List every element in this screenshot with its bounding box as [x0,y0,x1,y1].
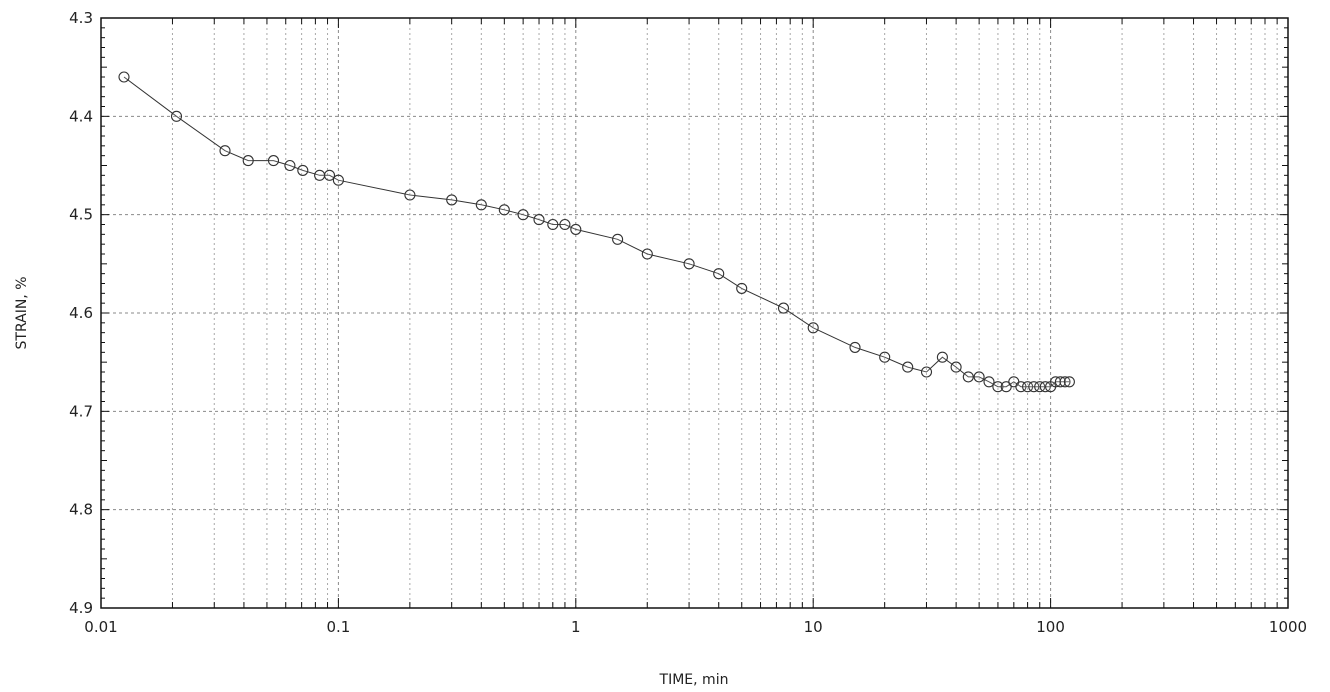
y-tick-label: 4.9 [69,599,93,617]
data-point [641,248,653,260]
x-tick-label: 0.01 [84,618,117,636]
data-point [736,282,748,294]
y-axis-title: STRAIN, % [14,277,30,350]
data-point [777,302,790,314]
data-point [973,371,985,383]
data-point [559,218,571,231]
data-point [404,189,416,201]
data-point [992,381,1004,393]
x-tick-label: 100 [1036,618,1065,636]
data-point [242,155,254,167]
data-point [1028,381,1040,393]
x-tick-label: 0.1 [326,618,350,636]
data-point [284,159,296,172]
x-tick-label: 1 [571,618,581,636]
data-point [902,361,914,373]
data-point [983,376,995,388]
data-point [219,145,231,157]
data-point [879,351,891,363]
data-point [683,258,695,270]
data-point [323,169,336,181]
data-point [962,371,974,383]
x-tick-labels: 0.01 0.1 1 10 100 1000 [84,618,1307,636]
grid-lines [101,18,1288,608]
data-point [170,110,183,122]
y-tick-label: 4.3 [69,9,93,27]
plot-frame [100,17,1289,609]
data-point [118,71,130,83]
data-point [1059,376,1071,388]
data-point [612,233,624,245]
data-point [950,361,962,373]
data-point [475,199,487,211]
data-point [849,341,861,353]
y-tick-label: 4.4 [69,107,93,125]
data-point [498,204,510,216]
data-point [547,218,559,231]
data-point [713,268,725,280]
data-point [1063,376,1075,388]
y-tick-label: 4.6 [69,304,93,322]
series-line [123,76,1070,388]
data-markers [118,71,1075,393]
data-point [297,164,309,176]
data-point [570,223,582,235]
data-point [314,169,326,181]
data-point [807,322,819,334]
x-axis-title: TIME, min [659,672,729,688]
data-point [517,209,529,221]
y-tick-label: 4.7 [69,402,93,420]
data-point [1034,381,1046,393]
data-point [332,174,344,186]
data-point [446,194,458,206]
x-tick-label: 1000 [1269,618,1307,636]
y-tick-label: 4.8 [69,501,93,519]
data-point [920,366,933,378]
x-tick-label: 10 [804,618,823,636]
y-tick-labels: 4.3 4.4 4.5 4.6 4.7 4.8 4.9 [69,9,93,617]
data-point [533,214,545,226]
y-tick-label: 4.5 [69,206,93,224]
data-point [936,351,948,363]
data-point [267,155,280,167]
